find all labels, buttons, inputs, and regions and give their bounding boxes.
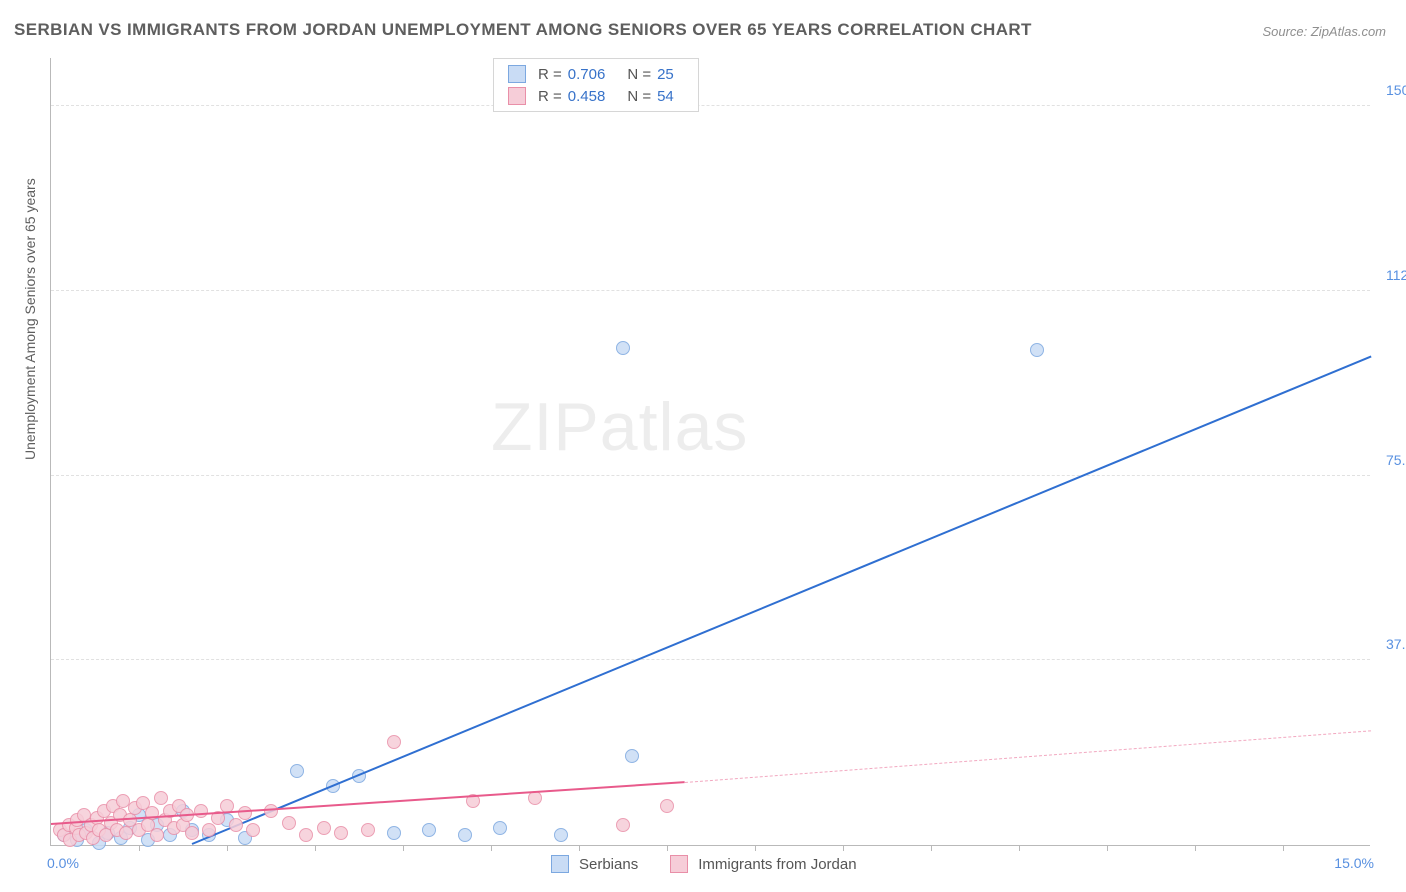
x-tick-mark	[1019, 845, 1020, 851]
gridline	[51, 105, 1370, 106]
n-label: N =	[627, 88, 651, 105]
y-tick-label: 112.5%	[1376, 267, 1406, 283]
data-point	[238, 806, 252, 820]
legend-label: Immigrants from Jordan	[698, 856, 856, 873]
x-tick-mark	[755, 845, 756, 851]
trend-line	[685, 730, 1372, 783]
data-point	[202, 823, 216, 837]
x-tick-mark	[931, 845, 932, 851]
data-point	[493, 821, 507, 835]
data-point	[185, 826, 199, 840]
x-tick-mark	[403, 845, 404, 851]
chart-title: SERBIAN VS IMMIGRANTS FROM JORDAN UNEMPL…	[14, 20, 1032, 40]
gridline	[51, 290, 1370, 291]
x-tick-mark	[227, 845, 228, 851]
data-point	[554, 828, 568, 842]
y-tick-label: 37.5%	[1376, 636, 1406, 652]
stats-legend-row: R = 0.706 N = 25	[494, 63, 698, 85]
y-tick-label: 75.0%	[1376, 452, 1406, 468]
n-label: N =	[627, 66, 651, 83]
data-point	[119, 826, 133, 840]
legend-swatch	[551, 855, 569, 873]
data-point	[387, 735, 401, 749]
r-label: R =	[538, 66, 562, 83]
watermark: ZIPatlas	[491, 388, 748, 466]
x-tick-mark	[667, 845, 668, 851]
x-tick-mark	[579, 845, 580, 851]
legend-swatch	[670, 855, 688, 873]
scatter-plot: ZIPatlas 37.5%75.0%112.5%150.0%0.0%15.0%…	[50, 58, 1370, 846]
n-value: 25	[657, 66, 674, 83]
data-point	[361, 823, 375, 837]
data-point	[625, 749, 639, 763]
x-tick-label-start: 0.0%	[47, 855, 79, 871]
data-point	[1030, 343, 1044, 357]
x-tick-mark	[1283, 845, 1284, 851]
n-value: 54	[657, 88, 674, 105]
stats-legend-row: R = 0.458 N = 54	[494, 85, 698, 107]
data-point	[317, 821, 331, 835]
y-axis-label: Unemployment Among Seniors over 65 years	[22, 178, 38, 460]
r-label: R =	[538, 88, 562, 105]
gridline	[51, 475, 1370, 476]
x-tick-mark	[139, 845, 140, 851]
data-point	[290, 764, 304, 778]
x-tick-label-end: 15.0%	[1334, 855, 1374, 871]
trend-line	[191, 356, 1371, 845]
source-label: Source: ZipAtlas.com	[1262, 24, 1386, 39]
legend-swatch	[508, 87, 526, 105]
data-point	[246, 823, 260, 837]
x-tick-mark	[843, 845, 844, 851]
x-tick-mark	[1195, 845, 1196, 851]
legend-label: Serbians	[579, 856, 638, 873]
x-tick-mark	[491, 845, 492, 851]
x-tick-mark	[315, 845, 316, 851]
data-point	[299, 828, 313, 842]
data-point	[616, 341, 630, 355]
data-point	[150, 828, 164, 842]
gridline	[51, 659, 1370, 660]
data-point	[616, 818, 630, 832]
data-point	[422, 823, 436, 837]
r-value: 0.458	[568, 88, 606, 105]
stats-legend: R = 0.706 N = 25 R = 0.458 N = 54	[493, 58, 699, 112]
data-point	[660, 799, 674, 813]
data-point	[229, 818, 243, 832]
r-value: 0.706	[568, 66, 606, 83]
data-point	[334, 826, 348, 840]
legend-swatch	[508, 65, 526, 83]
y-tick-label: 150.0%	[1376, 82, 1406, 98]
series-legend: Serbians Immigrants from Jordan	[551, 855, 879, 873]
data-point	[154, 791, 168, 805]
data-point	[458, 828, 472, 842]
data-point	[282, 816, 296, 830]
data-point	[387, 826, 401, 840]
x-tick-mark	[1107, 845, 1108, 851]
